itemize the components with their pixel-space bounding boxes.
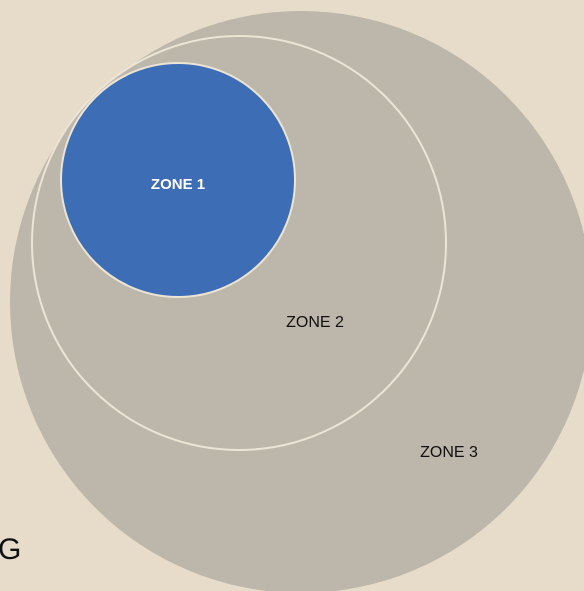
- zone-1-circle: [60, 62, 296, 298]
- zone-2-label: ZONE 2: [286, 314, 344, 331]
- zone-1-label: ZONE 1: [151, 176, 205, 193]
- caption-fragment: G: [0, 533, 21, 566]
- zone-3-label: ZONE 3: [420, 444, 478, 461]
